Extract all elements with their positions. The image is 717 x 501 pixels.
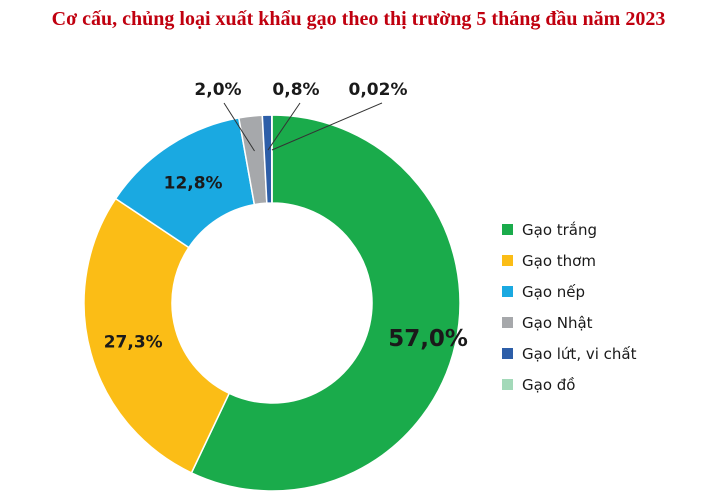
- legend-label: Gạo nếp: [522, 282, 586, 301]
- legend-item-gao-thom: Gạo thơm: [502, 245, 637, 276]
- legend-item-gao-do: Gạo đồ: [502, 369, 637, 400]
- leader-line-gao-do: [271, 102, 383, 151]
- value-label-gao-do: 0,02%: [349, 80, 408, 100]
- legend-item-gao-nhat: Gạo Nhật: [502, 307, 637, 338]
- value-label-gao-trang: 57,0%: [388, 326, 468, 352]
- value-label-gao-thom: 27,3%: [104, 332, 163, 352]
- legend-item-gao-nep: Gạo nếp: [502, 276, 637, 307]
- slice-gao-trang: [190, 114, 461, 492]
- value-label-gao-nep: 12,8%: [164, 173, 223, 193]
- leader-line-gao-nhat: [223, 102, 255, 152]
- leader-line-gao-lut-vi-chat: [267, 102, 301, 151]
- legend-item-gao-trang: Gạo trắng: [502, 214, 637, 245]
- legend-label: Gạo Nhật: [522, 313, 593, 332]
- legend-swatch: [502, 379, 513, 390]
- legend-label: Gạo thơm: [522, 251, 596, 270]
- chart-title: Cơ cấu, chủng loại xuất khẩu gạo theo th…: [51, 8, 666, 30]
- legend-swatch: [502, 286, 513, 297]
- legend-swatch: [502, 255, 513, 266]
- legend-item-gao-lut-vi-chat: Gạo lứt, vi chất: [502, 338, 637, 369]
- legend-label: Gạo lứt, vi chất: [522, 344, 637, 363]
- chart-legend: Gạo trắng Gạo thơm Gạo nếp Gạo Nhật Gạo lứt,…: [502, 214, 637, 400]
- value-label-gao-lut-vi-chat: 0,8%: [272, 80, 319, 100]
- slice-gao-thom: [83, 197, 231, 474]
- legend-swatch: [502, 348, 513, 359]
- legend-swatch: [502, 224, 513, 235]
- legend-label: Gạo trắng: [522, 220, 598, 239]
- value-label-gao-nhat: 2,0%: [194, 80, 241, 100]
- legend-label: Gạo đồ: [522, 375, 576, 394]
- legend-swatch: [502, 317, 513, 328]
